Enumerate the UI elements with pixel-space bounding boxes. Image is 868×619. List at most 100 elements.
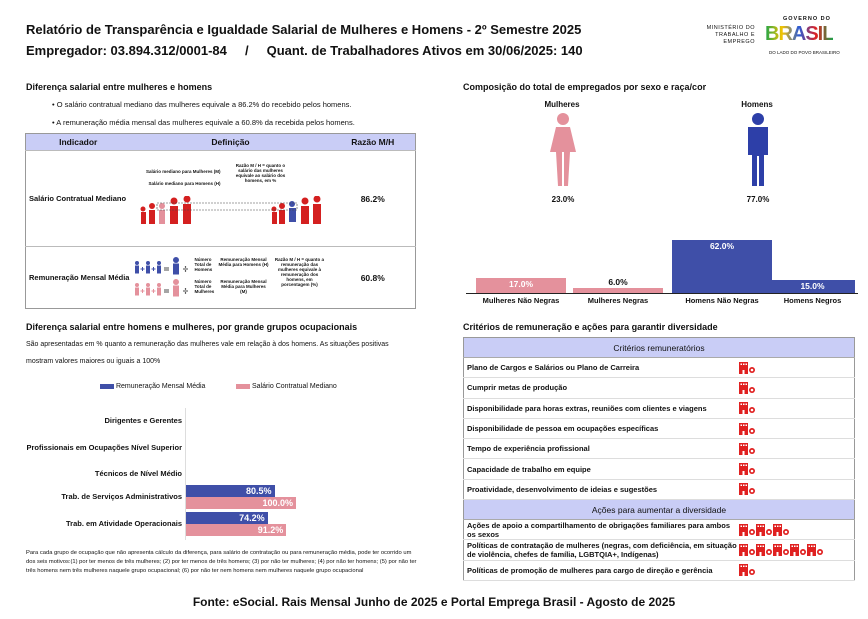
building-person-icon <box>738 381 755 394</box>
building-person-icon <box>772 523 789 536</box>
building-person-icon <box>789 544 806 557</box>
criteria-row: Capacidade de trabalho em equipe <box>463 458 855 480</box>
category-label: Técnicos de Nível Médio <box>94 469 182 478</box>
criteria-row: Cumprir metas de produção <box>463 377 855 399</box>
building-person-icon <box>738 422 755 435</box>
salary-gap-title: Diferença salarial entre mulheres e home… <box>26 82 213 92</box>
criteria-label: Disponibilidade para horas extras, reuni… <box>463 398 739 419</box>
bullet-1: • O salário contratual mediano das mulhe… <box>52 100 352 109</box>
ratio-value: 86.2% <box>330 150 416 247</box>
men-label: Homens <box>741 100 773 109</box>
def-women-count: Número Total de Mulheres <box>194 279 215 294</box>
criteria-label: Políticas de contratação de mulheres (ne… <box>463 539 739 561</box>
chart-desc-2: mostram valores maiores ou iguais a 100% <box>26 358 161 365</box>
def-note: Razão M / H = quanto o salário das mulhe… <box>235 163 286 183</box>
logo-tagline: DO LADO DO POVO BRASILEIRO <box>769 50 840 55</box>
building-person-icon <box>738 564 755 577</box>
building-person-icon <box>738 402 755 415</box>
bar-1: 6.0% <box>573 277 663 293</box>
icon-group <box>738 479 855 501</box>
criteria-row: Proatividade, desenvolvimento de ideias … <box>463 479 855 501</box>
indicator-label: Salário Contratual Mediano <box>25 150 131 247</box>
ministry-logo-text: MINISTÉRIO DO TRABALHO E EMPREGO <box>706 25 755 45</box>
bar-data-label: 6.0% <box>608 276 628 287</box>
table-row: Salário Contratual Mediano Salário media… <box>25 150 416 247</box>
criteria-row: Políticas de promoção de mulheres para c… <box>463 560 855 581</box>
employer-info: Empregador: 03.894.312/0001-84 / Quant. … <box>26 43 583 58</box>
building-person-icon <box>806 544 823 557</box>
category-label: Profissionais em Ocupações Nível Superio… <box>26 443 182 452</box>
ratio-value: 60.8% <box>330 246 416 309</box>
definition-illustration: Salário mediano para Mulheres (M) Salári… <box>130 150 331 247</box>
source-footer: Fonte: eSocial. Rais Mensal Junho de 202… <box>192 595 676 609</box>
criteria-row: Tempo de experiência profissional <box>463 438 855 460</box>
def-men-count: Número Total de Homens <box>194 257 213 272</box>
bar-2: 62.0% <box>672 240 772 293</box>
building-person-icon <box>772 544 789 557</box>
indicator-label: Remuneração Mensal Média <box>25 246 131 309</box>
legend-swatch <box>236 383 250 389</box>
gov-logo-text: GOVERNO DO <box>783 16 831 22</box>
chart-baseline <box>466 293 858 294</box>
criteria-row: Disponibilidade de pessoa em ocupações e… <box>463 418 855 440</box>
def-women-result: Remuneração Mensal Média para Mulheres (… <box>220 279 267 294</box>
bullet-text: A remuneração média mensal das mulheres … <box>56 118 355 127</box>
building-person-icon <box>738 544 755 557</box>
bullet-2: • A remuneração média mensal das mulhere… <box>52 118 355 127</box>
report-title: Relatório de Transparência e Igualdade S… <box>26 22 582 37</box>
criteria-label: Ações de apoio a compartilhamento de obr… <box>463 519 739 541</box>
icon-group <box>738 418 855 440</box>
building-person-icon <box>755 544 772 557</box>
women-sum-icon <box>134 279 188 297</box>
occupational-gap-title: Diferença salarial entre homens e mulher… <box>26 322 358 332</box>
criteria-label: Cumprir metas de produção <box>463 377 739 399</box>
salary-gap-table: Indicador Definição Razão M/H Salário Cont… <box>25 133 416 309</box>
bar-data-label: 15.0% <box>800 281 825 292</box>
legend-label: Remuneração Mensal Média <box>115 383 206 390</box>
col-ratio: Razão M/H <box>330 133 416 151</box>
men-sum-icon <box>134 257 188 275</box>
icon-group <box>738 539 855 561</box>
col-indicator: Indicador <box>25 133 131 151</box>
composition-title: Composição do total de empregados por se… <box>463 82 707 92</box>
icon-group <box>738 519 855 541</box>
category-label: Trab. em Atividade Operacionais <box>65 519 182 528</box>
section-header: Critérios remuneratórios <box>463 337 855 358</box>
category-label: Dirigentes e Gerentes <box>104 416 182 425</box>
men-pct: 77.0% <box>746 195 770 204</box>
chart-axis <box>185 408 186 540</box>
bar-0: 17.0% <box>476 278 566 293</box>
women-pct: 23.0% <box>551 195 575 204</box>
criteria-table: Critérios remuneratórios Plano de Cargos … <box>463 337 855 581</box>
bar-salario: 91.2% <box>186 524 287 536</box>
government-logo: MINISTÉRIO DO TRABALHO E EMPREGO GOVERNO… <box>693 12 858 62</box>
def-note: Razão M / H = quanto a remuneração das m… <box>274 257 325 287</box>
bar-3: 15.0% <box>770 280 855 293</box>
icon-group <box>738 560 855 581</box>
building-person-icon <box>738 523 755 536</box>
category-label: Mulheres Negras <box>587 296 649 305</box>
legend-item: Salário Contratual Mediano <box>236 383 337 390</box>
bar-data-label: 17.0% <box>508 279 534 290</box>
table-row: Remuneração Mensal Média Número Total de… <box>25 246 416 309</box>
criteria-label: Disponibilidade de pessoa em ocupações e… <box>463 418 739 440</box>
section-header: Ações para aumentar a diversidade <box>463 499 855 521</box>
bullet-text: O salário contratual mediano das mulhere… <box>56 100 352 109</box>
category-label: Homens Não Negras <box>685 296 759 305</box>
criteria-row: Políticas de contratação de mulheres (ne… <box>463 539 855 561</box>
bar-remuneracao: 80.5% <box>186 485 275 497</box>
category-label: Trab. de Serviços Administrativos <box>61 492 182 501</box>
chart-desc-1: São apresentadas em % quanto a remuneraç… <box>26 341 389 348</box>
criteria-label: Plano de Cargos e Salários ou Plano de C… <box>463 357 739 379</box>
brasil-logo-wordmark: BRASIL <box>765 23 834 45</box>
building-person-icon <box>738 463 755 476</box>
bar-data-label: 62.0% <box>709 241 735 251</box>
man-icon <box>748 113 768 186</box>
criteria-label: Capacidade de trabalho em equipe <box>463 458 739 480</box>
def-median-women: Salário mediano para Mulheres (M) <box>145 169 221 174</box>
chart-footnote: Para cada grupo de ocupação que não apre… <box>26 550 417 574</box>
col-definition: Definição <box>130 133 331 151</box>
definition-illustration: Número Total de Homens Número Total de M… <box>130 246 331 309</box>
legend-label: Salário Contratual Mediano <box>251 383 337 390</box>
criteria-label: Políticas de promoção de mulheres para c… <box>463 560 739 581</box>
